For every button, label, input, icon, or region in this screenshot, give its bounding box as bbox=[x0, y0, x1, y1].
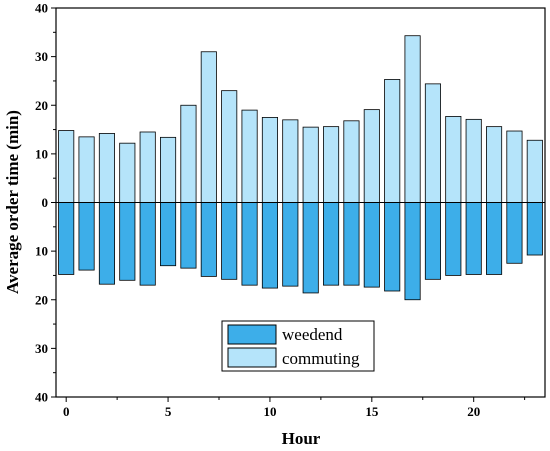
bar-commuting-hour-14 bbox=[343, 120, 360, 203]
bar-weedend-hour-15 bbox=[363, 202, 380, 288]
y-tick-label: 20 bbox=[35, 98, 48, 113]
bar-commuting-hour-5 bbox=[160, 136, 177, 203]
bar-commuting-hour-23 bbox=[526, 139, 543, 203]
x-tick-label: 20 bbox=[467, 404, 480, 419]
y-tick-label: 30 bbox=[35, 341, 48, 356]
legend-label-commuting: commuting bbox=[282, 349, 360, 368]
y-tick-label: 40 bbox=[35, 390, 48, 405]
ticks-group: 40 30 20 10 0 10 20 30 40 0 5 10 15 20 bbox=[35, 1, 526, 419]
bar-commuting-hour-0 bbox=[58, 130, 75, 203]
y-tick-label: 30 bbox=[35, 49, 48, 64]
x-tick-label: 10 bbox=[263, 404, 276, 419]
y-tick-label: 20 bbox=[35, 292, 48, 307]
bar-weedend-hour-19 bbox=[445, 202, 462, 276]
y-tick-label: 10 bbox=[35, 244, 48, 259]
bar-weedend-hour-23 bbox=[526, 202, 543, 256]
bar-weedend-hour-18 bbox=[424, 202, 441, 280]
bar-weedend-hour-2 bbox=[98, 202, 115, 285]
y-axis-title: Average order time (min) bbox=[3, 110, 22, 294]
y-tick-label: 10 bbox=[35, 146, 48, 161]
bar-commuting-hour-3 bbox=[119, 142, 136, 203]
y-tick-label: 40 bbox=[35, 1, 48, 16]
bar-weedend-hour-9 bbox=[241, 202, 258, 286]
bar-weedend-hour-14 bbox=[343, 202, 360, 286]
bar-commuting-hour-1 bbox=[78, 136, 95, 203]
bar-weedend-hour-5 bbox=[160, 202, 177, 267]
bar-commuting-hour-6 bbox=[180, 104, 197, 203]
bar-commuting-hour-20 bbox=[465, 118, 482, 203]
bar-commuting-hour-17 bbox=[404, 35, 421, 203]
bar-commuting-hour-8 bbox=[221, 90, 238, 203]
bar-commuting-hour-15 bbox=[363, 109, 380, 203]
x-tick-label: 15 bbox=[365, 404, 379, 419]
bar-weedend-hour-22 bbox=[506, 202, 523, 264]
bar-commuting-hour-9 bbox=[241, 109, 258, 203]
bar-weedend-hour-3 bbox=[119, 202, 136, 281]
bar-weedend-hour-7 bbox=[200, 202, 217, 277]
bar-commuting-hour-7 bbox=[200, 51, 217, 203]
bar-weedend-hour-16 bbox=[384, 202, 401, 292]
legend-swatch-commuting bbox=[227, 347, 277, 368]
bars-group bbox=[58, 35, 543, 301]
x-tick-label: 5 bbox=[165, 404, 172, 419]
bar-commuting-hour-10 bbox=[261, 117, 278, 203]
bar-commuting-hour-4 bbox=[139, 131, 156, 203]
bar-commuting-hour-11 bbox=[282, 119, 299, 203]
bar-weedend-hour-6 bbox=[180, 202, 197, 269]
bar-commuting-hour-16 bbox=[384, 79, 401, 203]
legend-swatch-weedend bbox=[227, 324, 277, 345]
bar-weedend-hour-20 bbox=[465, 202, 482, 275]
bar-commuting-hour-12 bbox=[302, 126, 319, 203]
bar-weedend-hour-1 bbox=[78, 202, 95, 271]
bar-weedend-hour-8 bbox=[221, 202, 238, 280]
bar-commuting-hour-22 bbox=[506, 130, 523, 203]
bar-weedend-hour-11 bbox=[282, 202, 299, 287]
bar-commuting-hour-21 bbox=[486, 126, 503, 203]
x-axis-title: Hour bbox=[282, 429, 321, 448]
legend: weedend commuting bbox=[221, 320, 375, 372]
legend-label-weedend: weedend bbox=[282, 325, 343, 344]
bar-weedend-hour-4 bbox=[139, 202, 156, 286]
bar-weedend-hour-21 bbox=[486, 202, 503, 275]
bar-commuting-hour-18 bbox=[424, 83, 441, 203]
bar-commuting-hour-13 bbox=[323, 126, 340, 203]
bar-commuting-hour-19 bbox=[445, 116, 462, 203]
bar-weedend-hour-13 bbox=[323, 202, 340, 286]
y-tick-label: 0 bbox=[42, 195, 49, 210]
x-tick-label: 0 bbox=[63, 404, 70, 419]
bar-commuting-hour-2 bbox=[98, 133, 115, 203]
bar-weedend-hour-10 bbox=[261, 202, 278, 289]
bar-weedend-hour-0 bbox=[58, 202, 75, 275]
bar-weedend-hour-12 bbox=[302, 202, 319, 294]
bar-weedend-hour-17 bbox=[404, 202, 421, 301]
